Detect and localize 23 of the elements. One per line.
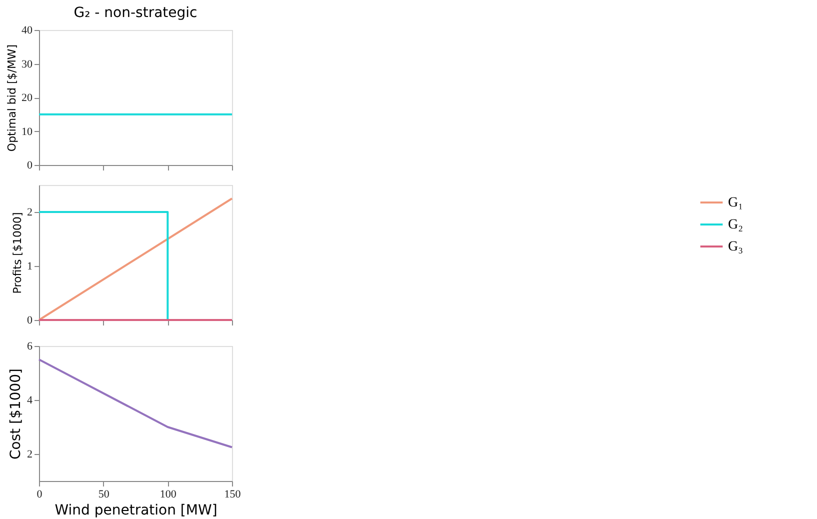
y-axis-title: Profits [$1000] [11, 212, 24, 294]
y-tick-label: 1 [27, 260, 32, 272]
y-tick-label: 2 [27, 448, 32, 460]
y-tick-label: 0 [27, 160, 33, 172]
legend-label: G₃ [728, 240, 744, 254]
chart-title: G₂ - non-strategic [74, 5, 198, 21]
x-tick-label: 50 [98, 488, 110, 500]
x-tick-label: 0 [36, 488, 43, 500]
y-tick-label: 10 [22, 126, 33, 138]
x-axis-title: Wind penetration [MW] [54, 502, 218, 518]
legend-label: G₂ [728, 218, 744, 232]
y-tick-label: 0 [27, 314, 33, 326]
y-axis-title: Cost [$1000] [8, 368, 24, 460]
y-tick-label: 6 [27, 340, 33, 352]
y-tick-label: 2 [27, 206, 32, 218]
y-tick-label: 4 [27, 394, 33, 406]
y-tick-label: 30 [22, 58, 33, 70]
x-tick-label: 100 [160, 488, 177, 500]
y-axis-title: Optimal bid [$/MW] [6, 44, 18, 152]
legend-label: G₁ [728, 196, 743, 210]
y-tick-label: 40 [22, 24, 33, 36]
x-tick-label: 150 [224, 488, 242, 500]
y-tick-label: 20 [22, 92, 33, 104]
